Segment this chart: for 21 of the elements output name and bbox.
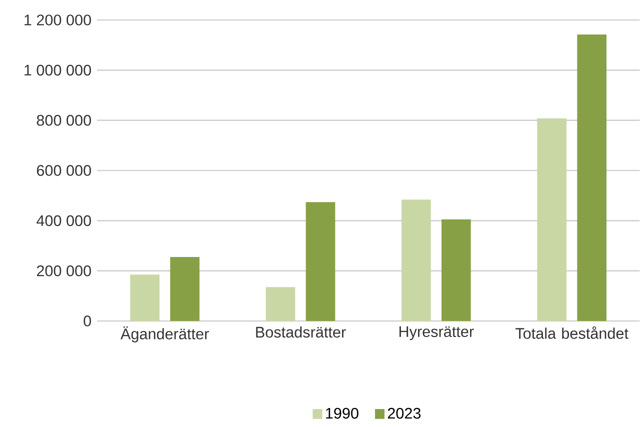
bar — [577, 34, 606, 321]
y-tick-label: 800 000 — [36, 114, 91, 126]
bar — [442, 219, 471, 321]
y-tick-label: 400 000 — [36, 215, 91, 226]
bar — [401, 200, 431, 321]
legend-label: 1990 — [326, 408, 358, 419]
x-tick-label: Totala beståndet — [515, 326, 628, 339]
y-tick-label: 600 000 — [36, 165, 91, 176]
bar — [170, 257, 200, 321]
x-tick-label: Hyresrätter — [400, 326, 474, 340]
x-tick-label: Bostadsrätter — [256, 326, 346, 338]
y-tick-label: 1 000 000 — [24, 64, 91, 76]
bar — [537, 118, 566, 321]
legend-label: 2023 — [388, 408, 421, 419]
y-tick-label: 0 — [84, 316, 92, 326]
bar — [130, 274, 160, 321]
y-tick-label: 1 200 000 — [24, 14, 91, 26]
bar — [306, 202, 336, 321]
y-tick-label: 200 000 — [36, 265, 91, 276]
bar — [266, 287, 296, 321]
x-tick-label: Äganderätter — [120, 326, 209, 342]
